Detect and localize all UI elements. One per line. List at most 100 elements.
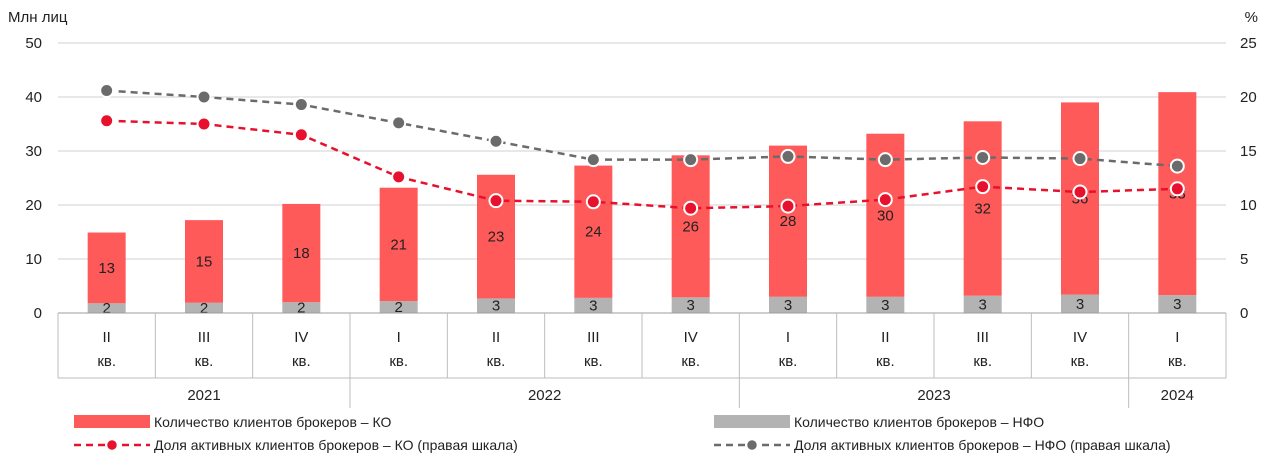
bar-label-ko: 32 (974, 201, 991, 218)
right-tick-label: 10 (1240, 197, 1257, 214)
legend-swatch-marker (745, 438, 759, 452)
bar-label-nfo: 2 (394, 299, 402, 316)
legend-label: Доля активных клиентов брокеров – КО (пр… (154, 437, 518, 453)
ko-share-point (1169, 181, 1185, 197)
bar-ko (185, 220, 223, 303)
bar-label-ko: 30 (877, 207, 894, 224)
category-quarter: I (786, 329, 790, 346)
nfo-share-point (1169, 158, 1185, 174)
category-quarter: II (492, 329, 500, 346)
bar-label-ko: 15 (196, 253, 213, 270)
ko-share-point (585, 194, 601, 210)
year-label: 2022 (528, 387, 561, 404)
bar-nfo (87, 303, 126, 313)
ko-share-line (106, 119, 1178, 210)
ko-share-point (683, 200, 699, 216)
nfo-share-point (196, 89, 212, 105)
bar-label-nfo: 3 (978, 296, 986, 313)
category-quarter: IV (294, 329, 308, 346)
legend-swatch-bar (74, 415, 150, 428)
category-quarter: III (587, 329, 600, 346)
category-suffix: кв. (97, 353, 116, 370)
category-quarter: III (976, 329, 989, 346)
nfo-share-point (975, 149, 991, 165)
nfo-share-point (293, 97, 309, 113)
bar-label-ko: 23 (488, 229, 505, 246)
category-suffix: кв. (681, 353, 700, 370)
category-suffix: кв. (292, 353, 311, 370)
bar-label-nfo: 3 (492, 298, 500, 315)
bar-ko (87, 232, 126, 304)
bar-nfo (282, 302, 321, 313)
bar-ko (282, 203, 321, 303)
right-tick-label: 0 (1240, 305, 1248, 322)
nfo-share-line (106, 89, 1178, 168)
bar-label-ko: 13 (98, 260, 115, 277)
category-suffix: кв. (973, 353, 992, 370)
bar-label-ko: 28 (780, 213, 797, 230)
left-tick-label: 30 (25, 143, 42, 160)
left-tick-label: 0 (34, 305, 42, 322)
legend-swatch-bar (714, 415, 790, 428)
category-suffix: кв. (584, 353, 603, 370)
year-label: 2021 (187, 387, 220, 404)
ko-share-point (877, 192, 893, 208)
bar-nfo (477, 298, 515, 313)
bar-nfo (185, 302, 223, 313)
nfo-share-point (1072, 151, 1088, 167)
nfo-share-point (488, 133, 504, 149)
ko-share-point (488, 193, 504, 209)
ko-share-point (196, 116, 212, 132)
left-tick-label: 10 (25, 251, 42, 268)
bar-nfo (866, 296, 905, 313)
right-tick-label: 5 (1240, 251, 1248, 268)
year-label: 2023 (917, 387, 950, 404)
left-tick-label: 50 (25, 35, 42, 52)
left-tick-label: 40 (25, 89, 42, 106)
nfo-share-point (683, 152, 699, 168)
year-label: 2024 (1161, 387, 1194, 404)
bar-label-nfo: 3 (784, 297, 792, 314)
bar-label-nfo: 2 (200, 300, 208, 317)
bar-label-ko: 18 (293, 245, 310, 262)
category-suffix: кв. (1168, 353, 1187, 370)
ko-share-point (975, 179, 991, 195)
category-suffix: кв. (487, 353, 506, 370)
bar-nfo (1061, 294, 1099, 313)
bar-nfo (769, 296, 807, 313)
bar-label-nfo: 2 (297, 300, 305, 317)
nfo-share-point (877, 152, 893, 168)
nfo-share-point (585, 152, 601, 168)
right-tick-label: 15 (1240, 143, 1257, 160)
bar-nfo (671, 297, 710, 313)
category-suffix: кв. (876, 353, 895, 370)
legend-label: Количество клиентов брокеров – КО (154, 414, 391, 430)
bar-label-nfo: 3 (589, 297, 597, 314)
bar-label-nfo: 3 (1076, 296, 1084, 313)
right-axis-unit: % (1245, 9, 1258, 26)
category-suffix: кв. (1071, 353, 1090, 370)
bar-nfo (574, 297, 613, 313)
category-quarter: I (1175, 329, 1179, 346)
category-suffix: кв. (195, 353, 214, 370)
category-quarter: IV (684, 329, 698, 346)
category-suffix: кв. (389, 353, 408, 370)
left-axis-unit: Млн лиц (8, 9, 68, 26)
bar-label-nfo: 3 (881, 297, 889, 314)
legend-label: Количество клиентов брокеров – НФО (794, 414, 1044, 430)
legend-swatch-marker (105, 438, 119, 452)
category-quarter: IV (1073, 329, 1087, 346)
nfo-share-point (99, 83, 115, 99)
bar-label-ko: 24 (585, 224, 602, 241)
category-suffix: кв. (779, 353, 798, 370)
bar-ko (769, 145, 807, 297)
bar-nfo (963, 295, 1002, 313)
category-quarter: I (397, 329, 401, 346)
nfo-share-point (391, 115, 407, 131)
bar-label-nfo: 3 (1173, 296, 1181, 313)
bar-nfo (1158, 295, 1197, 313)
nfo-share-point (780, 148, 796, 164)
right-tick-label: 20 (1240, 89, 1257, 106)
ko-share-point (391, 169, 407, 185)
